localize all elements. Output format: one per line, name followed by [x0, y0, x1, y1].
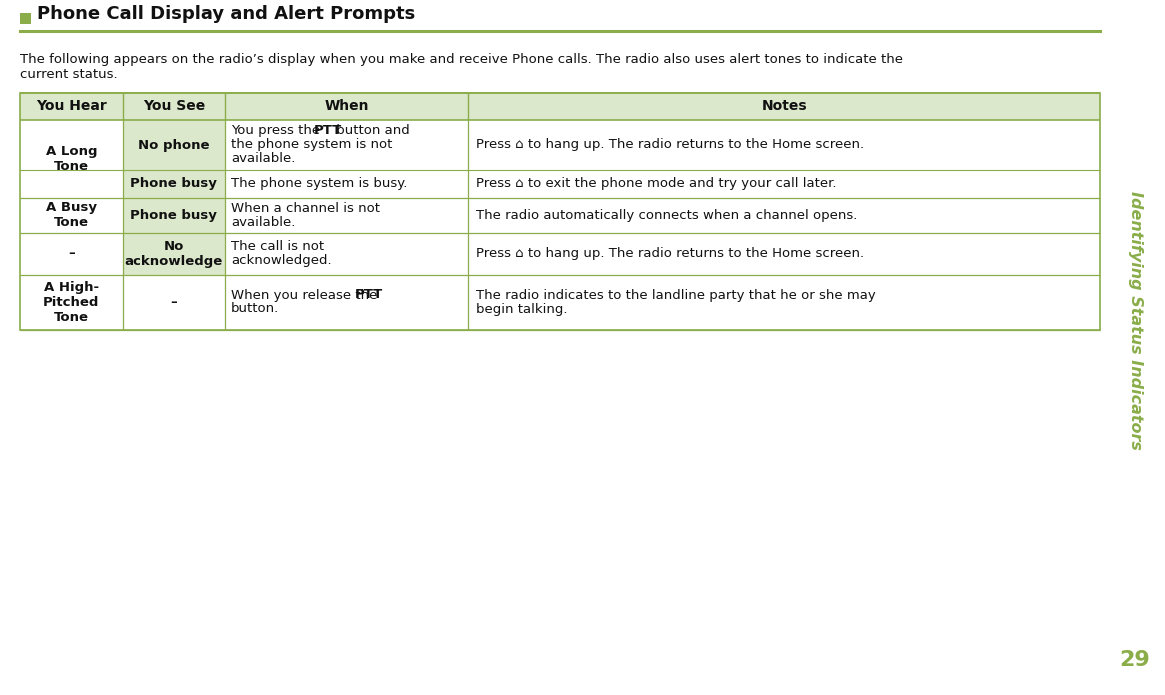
Text: PTT: PTT — [313, 124, 341, 137]
Text: A Long
Tone: A Long Tone — [45, 145, 97, 173]
Bar — [122, 233, 225, 275]
Text: You press the: You press the — [231, 124, 325, 137]
Text: No
acknowledge: No acknowledge — [125, 240, 223, 268]
Text: A Busy
Tone: A Busy Tone — [45, 202, 97, 229]
Text: acknowledged.: acknowledged. — [231, 254, 332, 267]
Text: PTT: PTT — [355, 288, 383, 302]
Text: You See: You See — [143, 99, 205, 113]
Text: available.: available. — [231, 152, 296, 165]
Text: When you release the: When you release the — [231, 288, 382, 302]
Text: Notes: Notes — [761, 99, 807, 113]
Text: Press ⌂ to hang up. The radio returns to the Home screen.: Press ⌂ to hang up. The radio returns to… — [476, 138, 864, 151]
Text: Phone busy: Phone busy — [130, 177, 218, 190]
Text: The radio indicates to the landline party that he or she may: The radio indicates to the landline part… — [476, 288, 876, 302]
Bar — [20, 13, 31, 24]
Text: –: – — [170, 296, 177, 309]
Text: The following appears on the radio’s display when you make and receive Phone cal: The following appears on the radio’s dis… — [20, 53, 903, 66]
Text: The call is not: The call is not — [231, 240, 324, 253]
Text: available.: available. — [231, 215, 296, 229]
Text: No phone: No phone — [139, 138, 210, 152]
Text: Press ⌂ to exit the phone mode and try your call later.: Press ⌂ to exit the phone mode and try y… — [476, 177, 836, 190]
Bar — [20, 93, 1100, 330]
Text: the phone system is not: the phone system is not — [231, 138, 393, 151]
Text: You Hear: You Hear — [36, 99, 107, 113]
Text: button and: button and — [332, 124, 410, 137]
Text: The radio automatically connects when a channel opens.: The radio automatically connects when a … — [476, 208, 857, 222]
Text: current status.: current status. — [20, 68, 118, 81]
Text: button.: button. — [231, 302, 280, 316]
Text: Press ⌂ to hang up. The radio returns to the Home screen.: Press ⌂ to hang up. The radio returns to… — [476, 247, 864, 260]
Bar — [20, 93, 1100, 120]
Text: A High-
Pitched
Tone: A High- Pitched Tone — [43, 281, 99, 324]
Text: 29: 29 — [1120, 650, 1150, 670]
Text: When a channel is not: When a channel is not — [231, 202, 380, 215]
Bar — [122, 198, 225, 233]
Text: The phone system is busy.: The phone system is busy. — [231, 177, 408, 190]
Text: Identifying Status Indicators: Identifying Status Indicators — [1128, 190, 1143, 450]
Text: When: When — [324, 99, 369, 113]
Text: –: – — [68, 247, 75, 261]
Text: begin talking.: begin talking. — [476, 302, 567, 316]
Text: Phone Call Display and Alert Prompts: Phone Call Display and Alert Prompts — [37, 5, 415, 23]
Bar — [122, 170, 225, 198]
Text: Phone busy: Phone busy — [130, 209, 218, 222]
Bar — [122, 120, 225, 170]
